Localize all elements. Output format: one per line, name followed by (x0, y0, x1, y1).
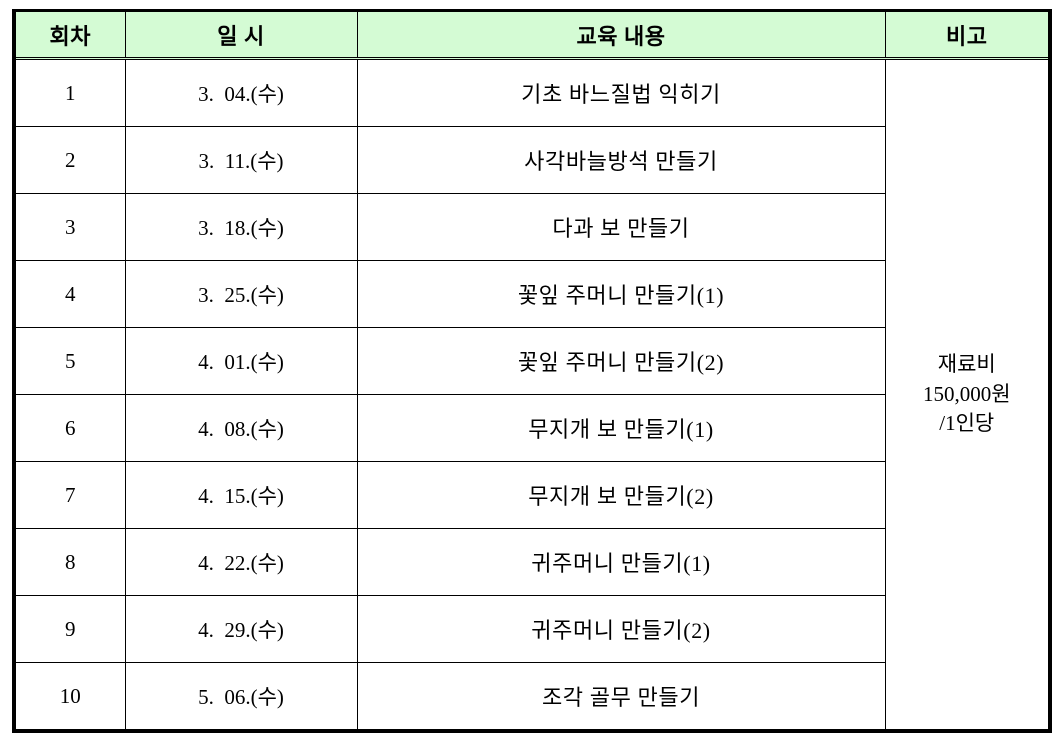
cell-seq: 2 (14, 126, 126, 194)
cell-date: 4. 08.(수) (124, 394, 358, 462)
education-schedule-table: 회차 일 시 교육 내용 비고 1 3. 04.(수) 기초 바느질법 익히기 … (12, 9, 1052, 733)
table-header: 회차 일 시 교육 내용 비고 (14, 10, 1050, 60)
cell-content: 귀주머니 만들기(2) (356, 595, 885, 663)
table-row: 9 4. 29.(수) 귀주머니 만들기(2) (14, 595, 1050, 663)
cell-seq: 8 (14, 528, 126, 596)
note-line-2: 150,000원 (922, 381, 1011, 406)
table-row: 5 4. 01.(수) 꽃잎 주머니 만들기(2) (14, 327, 1050, 395)
note-line-1: 재료비 (937, 351, 996, 376)
cell-date: 4. 01.(수) (124, 327, 358, 395)
cell-date: 3. 11.(수) (124, 126, 358, 194)
column-header-note: 비고 (884, 10, 1050, 60)
cell-seq: 6 (14, 394, 126, 462)
table-body: 1 3. 04.(수) 기초 바느질법 익히기 재료비 150,000원 /1인… (14, 58, 1050, 732)
cell-date: 4. 15.(수) (124, 461, 358, 529)
cell-date: 3. 18.(수) (124, 193, 358, 261)
cell-seq: 1 (14, 58, 126, 127)
table-row: 8 4. 22.(수) 귀주머니 만들기(1) (14, 528, 1050, 596)
cell-seq: 3 (14, 193, 126, 261)
cell-seq: 4 (14, 260, 126, 328)
cell-seq: 5 (14, 327, 126, 395)
cell-content: 기초 바느질법 익히기 (356, 58, 886, 127)
cell-seq: 7 (14, 461, 126, 529)
cell-content: 무지개 보 만들기(1) (356, 394, 885, 462)
table-row: 6 4. 08.(수) 무지개 보 만들기(1) (14, 394, 1050, 462)
table-row: 3 3. 18.(수) 다과 보 만들기 (14, 193, 1050, 261)
cell-content: 사각바늘방석 만들기 (356, 126, 885, 194)
column-header-content: 교육 내용 (356, 10, 886, 60)
cell-content: 다과 보 만들기 (356, 193, 885, 261)
cell-content: 꽃잎 주머니 만들기(2) (356, 327, 885, 395)
cell-content: 귀주머니 만들기(1) (356, 528, 885, 596)
table-row: 1 3. 04.(수) 기초 바느질법 익히기 재료비 150,000원 /1인… (14, 58, 1050, 732)
cell-date: 5. 06.(수) (124, 662, 358, 731)
cell-seq: 10 (14, 662, 126, 731)
header-row: 회차 일 시 교육 내용 비고 (14, 10, 1050, 60)
table-row: 10 5. 06.(수) 조각 골무 만들기 (14, 662, 1050, 731)
note-line-3: /1인당 (939, 411, 995, 436)
column-header-date: 일 시 (124, 10, 358, 60)
table-row: 4 3. 25.(수) 꽃잎 주머니 만들기(1) (14, 260, 1050, 328)
cell-date: 3. 04.(수) (124, 58, 358, 127)
cell-content: 꽃잎 주머니 만들기(1) (356, 260, 885, 328)
cell-content: 무지개 보 만들기(2) (356, 461, 885, 529)
cell-content: 조각 골무 만들기 (356, 662, 885, 731)
cell-note-merged: 재료비 150,000원 /1인당 (884, 58, 1050, 732)
cell-date: 4. 22.(수) (124, 528, 358, 596)
cell-date: 4. 29.(수) (124, 595, 358, 663)
cell-date: 3. 25.(수) (124, 260, 358, 328)
table-row: 7 4. 15.(수) 무지개 보 만들기(2) (14, 461, 1050, 529)
column-header-seq: 회차 (14, 10, 126, 60)
cell-seq: 9 (14, 595, 126, 663)
